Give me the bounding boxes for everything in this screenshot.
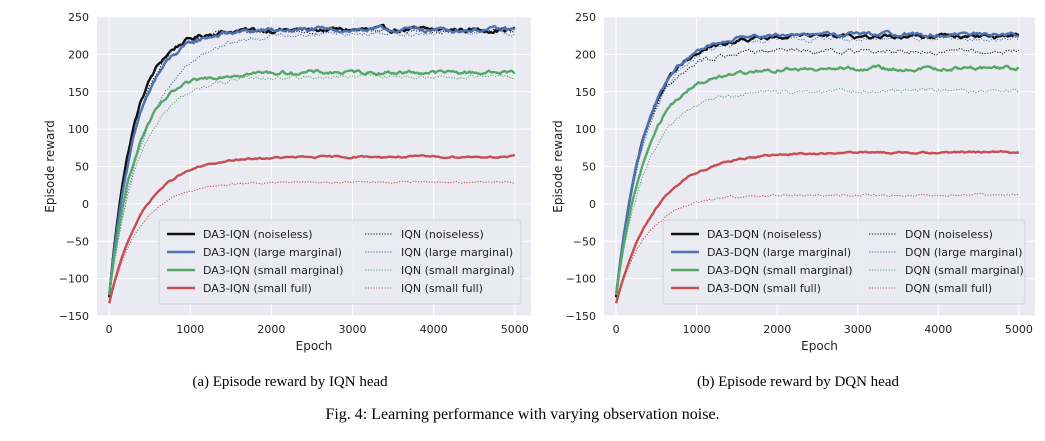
y-tick-label: 250	[575, 11, 596, 24]
x-tick-label: 1000	[176, 323, 204, 336]
y-tick-label: 250	[68, 11, 89, 24]
legend-label: DA3-DQN (large marginal)	[707, 246, 851, 259]
y-tick-label: 50	[75, 161, 89, 174]
series-line-iqn-small-marginal	[108, 73, 515, 296]
legend-label: IQN (noiseless)	[401, 228, 484, 241]
y-tick-label: 0	[82, 198, 89, 211]
legend: DA3-IQN (noiseless) DA3-IQN (large margin…	[158, 219, 522, 305]
series-line-da3-dqn-small-full	[614, 149, 1020, 304]
legend-label: IQN (small marginal)	[401, 264, 515, 277]
subfigure-caption-b: (b) Episode reward by DQN head	[696, 374, 900, 390]
x-tick-label: 5000	[1005, 323, 1033, 336]
series-line-da3-iqn-small-full	[108, 154, 516, 304]
chart-panel-dqn: −150 −100 −50 0 50 100 150 200 250 0 1000 2000 3000 4…	[551, 11, 1035, 353]
y-tick-label: −150	[59, 310, 89, 323]
x-tick-label: 4000	[420, 323, 448, 336]
series-lines	[108, 23, 516, 304]
x-tick-label: 2000	[763, 323, 791, 336]
legend-label: DA3-IQN (small full)	[203, 282, 312, 295]
x-tick-label: 4000	[924, 323, 952, 336]
series-line-da3-iqn-small-marginal	[108, 68, 516, 296]
x-axis-label: Epoch	[296, 339, 333, 353]
legend-label: DQN (small marginal)	[905, 264, 1024, 277]
y-tick-label: −100	[59, 273, 89, 286]
y-tick-label: 50	[582, 161, 596, 174]
series-line-iqn-small-full	[108, 180, 516, 304]
y-tick-label: 0	[589, 198, 596, 211]
y-tick-label: −150	[566, 310, 596, 323]
series-line-da3-dqn-small-marginal	[614, 64, 1020, 296]
y-tick-label: 150	[68, 86, 89, 99]
y-tick-label: −100	[566, 273, 596, 286]
legend-label: DA3-IQN (noiseless)	[203, 228, 313, 241]
legend-label: DQN (small full)	[905, 282, 992, 295]
y-axis-label: Episode reward	[43, 120, 57, 213]
figure-caption: Fig. 4: Learning performance with varyin…	[325, 406, 720, 423]
y-tick-label: −50	[66, 235, 89, 248]
y-tick-label: 200	[68, 48, 89, 61]
legend-box	[662, 219, 1026, 305]
x-tick-label: 3000	[844, 323, 872, 336]
x-tick-label: 3000	[339, 323, 367, 336]
x-tick-label: 5000	[501, 323, 529, 336]
legend-label: DA3-DQN (small full)	[707, 282, 821, 295]
y-tick-label: 100	[575, 123, 596, 136]
legend: DA3-DQN (noiseless) DA3-DQN (large margin…	[662, 219, 1026, 305]
series-lines	[614, 29, 1020, 304]
legend-label: DA3-DQN (small marginal)	[707, 264, 853, 277]
legend-label: DQN (large marginal)	[905, 246, 1022, 259]
x-tick-label: 2000	[257, 323, 285, 336]
series-line-da3-iqn-large-marginal	[108, 24, 515, 296]
legend-label: DA3-IQN (large marginal)	[203, 246, 342, 259]
legend-label: DA3-IQN (small marginal)	[203, 264, 343, 277]
subfigure-caption-a: (a) Episode reward by IQN head	[192, 374, 388, 390]
series-line-dqn-small-marginal	[615, 87, 1020, 296]
legend-label: IQN (large marginal)	[401, 246, 513, 259]
y-tick-label: 200	[575, 48, 596, 61]
legend-label: DA3-DQN (noiseless)	[707, 228, 822, 241]
series-line-dqn-small-full	[615, 192, 1019, 304]
y-tick-label: 150	[575, 86, 596, 99]
x-axis-label: Epoch	[801, 339, 838, 353]
y-tick-label: 100	[68, 123, 89, 136]
legend-label: IQN (small full)	[401, 282, 483, 295]
legend-box	[158, 219, 522, 305]
y-tick-label: −50	[573, 235, 596, 248]
x-tick-label: 1000	[683, 323, 711, 336]
x-tick-label: 0	[106, 323, 113, 336]
y-axis-label: Episode reward	[551, 120, 565, 213]
legend-label: DQN (noiseless)	[905, 228, 993, 241]
series-line-dqn-large-marginal	[615, 34, 1019, 298]
series-line-da3-dqn-large-marginal	[614, 29, 1020, 296]
chart-panel-iqn: −150 −100 −50 0 50 100 150 200 250 0 1000 2000 3000 4…	[43, 11, 531, 353]
x-tick-label: 0	[613, 323, 620, 336]
series-line-dqn-noiseless	[615, 47, 1020, 298]
